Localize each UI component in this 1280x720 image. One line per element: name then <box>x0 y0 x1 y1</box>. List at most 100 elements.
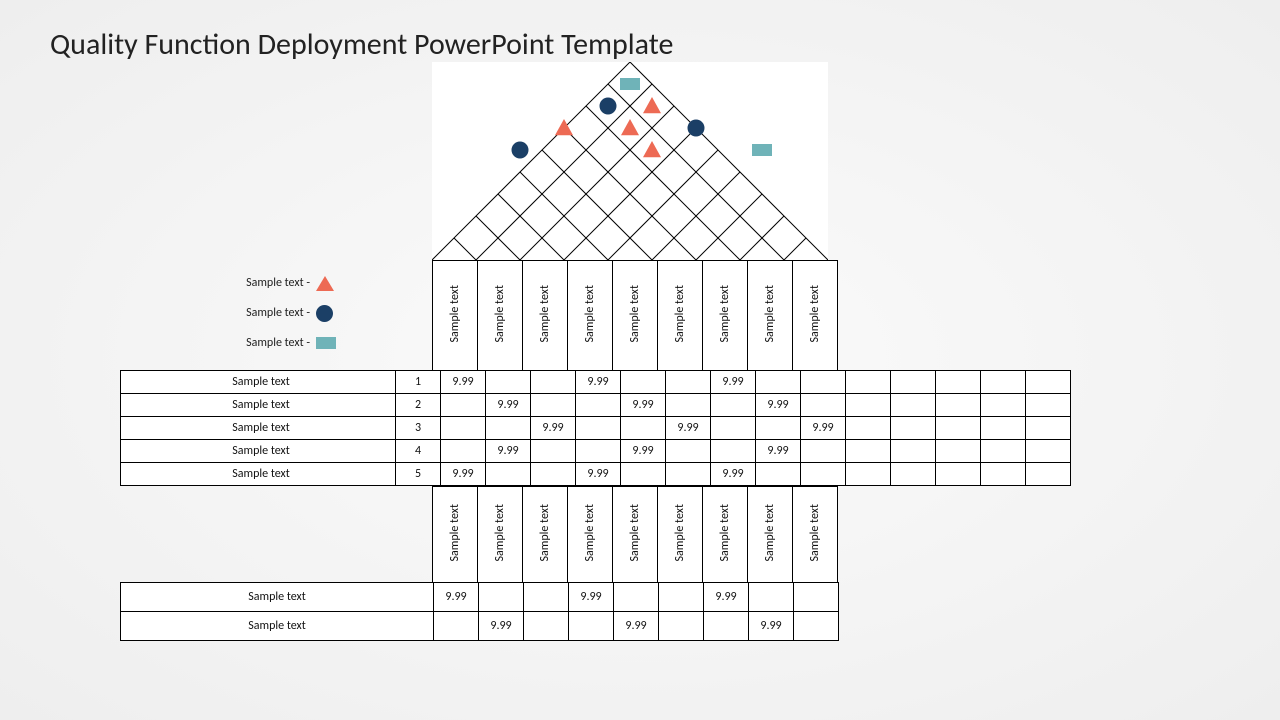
matrix-cell <box>801 440 846 463</box>
triangle-icon <box>316 276 334 291</box>
column-header: Sample text <box>703 261 748 372</box>
matrix-cell-empty <box>891 394 936 417</box>
page-title: Quality Function Deployment PowerPoint T… <box>50 26 673 63</box>
matrix-cell: 9.99 <box>441 371 486 394</box>
bottom-matrix-cell <box>704 612 749 641</box>
matrix-cell-empty <box>846 371 891 394</box>
bottom-matrix-cell: 9.99 <box>749 612 794 641</box>
matrix-cell <box>486 463 531 486</box>
matrix-cell-empty <box>981 417 1026 440</box>
legend-row: Sample text - <box>230 298 336 328</box>
matrix-cell: 9.99 <box>711 463 756 486</box>
matrix-cell <box>666 440 711 463</box>
matrix-cell <box>801 463 846 486</box>
bottom-column-header: Sample text <box>523 487 568 584</box>
matrix-cell <box>531 440 576 463</box>
matrix-cell: 9.99 <box>756 440 801 463</box>
matrix-cell <box>576 417 621 440</box>
legend-row: Sample text - <box>230 268 336 298</box>
matrix-cell <box>711 440 756 463</box>
bottom-column-header: Sample text <box>568 487 613 584</box>
column-header: Sample text <box>568 261 613 372</box>
matrix-cell <box>801 394 846 417</box>
row-label: Sample text <box>121 417 396 440</box>
matrix-cell: 9.99 <box>621 440 666 463</box>
matrix-cell <box>756 371 801 394</box>
column-header: Sample text <box>433 261 478 372</box>
bottom-column-header-label: Sample text <box>763 500 777 566</box>
circle-icon <box>512 142 529 159</box>
matrix-cell <box>621 371 666 394</box>
matrix-cell-empty <box>1026 463 1071 486</box>
bottom-matrix-cell <box>524 583 569 612</box>
bottom-matrix-cell <box>749 583 794 612</box>
matrix-cell-empty <box>1026 417 1071 440</box>
matrix-cell-empty <box>936 394 981 417</box>
rect-icon <box>620 78 640 90</box>
matrix-cell <box>711 417 756 440</box>
matrix-cell <box>756 417 801 440</box>
column-headers: Sample text Sample text Sample text Sample … <box>432 260 838 372</box>
bottom-matrix-cell <box>614 583 659 612</box>
bottom-matrix-cell: 9.99 <box>569 583 614 612</box>
matrix-cell-empty <box>981 371 1026 394</box>
bottom-column-header: Sample text <box>613 487 658 584</box>
legend-row: Sample text - <box>230 328 336 358</box>
bottom-matrix-cell: 9.99 <box>704 583 749 612</box>
matrix-cell: 9.99 <box>756 394 801 417</box>
column-header-label: Sample text <box>493 281 507 347</box>
matrix-cell-empty <box>981 394 1026 417</box>
column-header: Sample text <box>478 261 523 372</box>
bottom-matrix-cell: 9.99 <box>614 612 659 641</box>
matrix-cell <box>576 440 621 463</box>
matrix-cell-empty <box>936 463 981 486</box>
matrix-cell <box>756 463 801 486</box>
bottom-column-header: Sample text <box>748 487 793 584</box>
matrix-cell <box>801 371 846 394</box>
matrix-cell <box>576 394 621 417</box>
matrix-cell <box>621 417 666 440</box>
matrix-cell-empty <box>1026 440 1071 463</box>
column-header: Sample text <box>748 261 793 372</box>
matrix-cell-empty <box>891 371 936 394</box>
bottom-matrix-cell: 9.99 <box>479 612 524 641</box>
matrix-cell-empty <box>891 463 936 486</box>
bottom-column-header-label: Sample text <box>628 500 642 566</box>
rect-icon <box>752 144 772 156</box>
row-label: Sample text <box>121 440 396 463</box>
matrix-cell: 9.99 <box>621 394 666 417</box>
legend-label: Sample text - <box>230 336 316 350</box>
matrix-cell <box>531 371 576 394</box>
row-label: Sample text <box>121 371 396 394</box>
column-header-label: Sample text <box>583 281 597 347</box>
matrix-cell: 9.99 <box>576 463 621 486</box>
bottom-column-header-label: Sample text <box>808 500 822 566</box>
bottom-column-header: Sample text <box>478 487 523 584</box>
legend-label: Sample text - <box>230 306 316 320</box>
bottom-column-header: Sample text <box>658 487 703 584</box>
matrix-cell-empty <box>846 417 891 440</box>
bottom-row-label: Sample text <box>121 612 434 641</box>
column-header: Sample text <box>613 261 658 372</box>
matrix-cell-empty <box>1026 371 1071 394</box>
column-header-label: Sample text <box>718 281 732 347</box>
bottom-column-header: Sample text <box>433 487 478 584</box>
matrix-cell: 9.99 <box>711 371 756 394</box>
matrix-cell <box>486 417 531 440</box>
bottom-column-header-label: Sample text <box>583 500 597 566</box>
row-number: 4 <box>396 440 441 463</box>
matrix-cell-empty <box>846 440 891 463</box>
bottom-column-header: Sample text <box>703 487 748 584</box>
bottom-matrix-cell: 9.99 <box>434 583 479 612</box>
bottom-matrix-cell <box>434 612 479 641</box>
column-header-label: Sample text <box>448 281 462 347</box>
matrix-cell <box>666 371 711 394</box>
row-number: 2 <box>396 394 441 417</box>
matrix-cell <box>711 394 756 417</box>
matrix-cell-empty <box>846 394 891 417</box>
column-header-label: Sample text <box>808 281 822 347</box>
matrix-cell-empty <box>936 371 981 394</box>
matrix-cell-empty <box>891 417 936 440</box>
matrix-cell: 9.99 <box>441 463 486 486</box>
bottom-column-header-label: Sample text <box>538 500 552 566</box>
